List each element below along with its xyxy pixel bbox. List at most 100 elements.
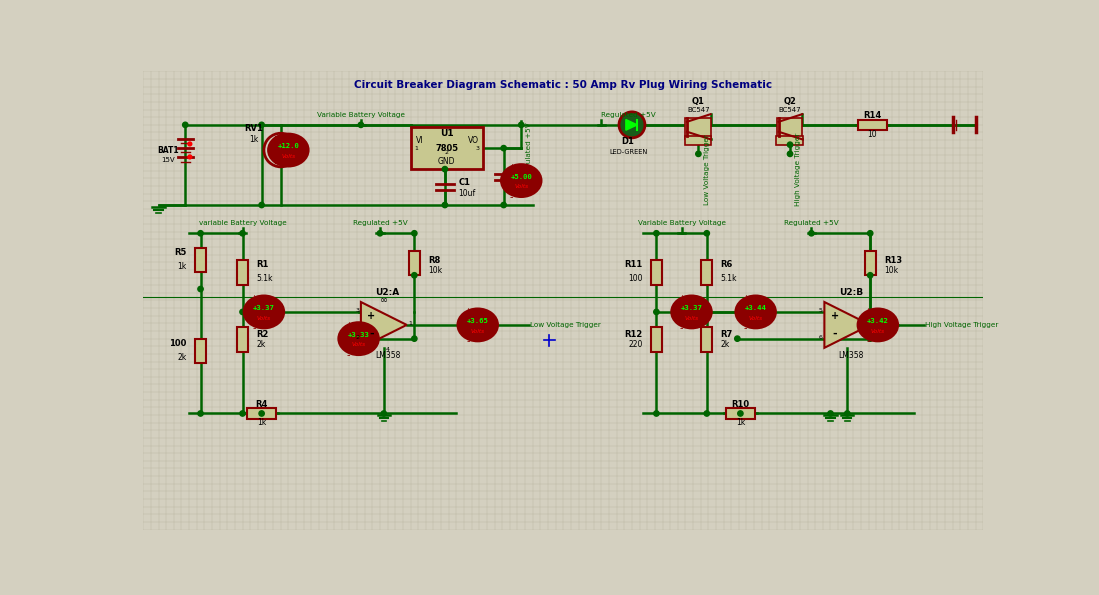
Circle shape <box>442 202 447 208</box>
Text: R2: R2 <box>256 330 268 339</box>
Circle shape <box>240 231 245 236</box>
Text: -: - <box>466 336 469 346</box>
Text: C2: C2 <box>518 168 530 177</box>
Circle shape <box>412 231 417 236</box>
Text: 1k: 1k <box>735 418 745 427</box>
Polygon shape <box>625 120 637 130</box>
Text: +: + <box>367 311 375 321</box>
Circle shape <box>501 202 507 208</box>
Text: 220: 220 <box>629 340 643 349</box>
Text: BC547: BC547 <box>779 107 801 112</box>
Circle shape <box>198 411 203 416</box>
Circle shape <box>787 151 792 156</box>
Circle shape <box>654 309 659 315</box>
Bar <box>865 251 876 275</box>
Circle shape <box>519 122 524 127</box>
Text: Q2: Q2 <box>784 98 797 107</box>
Circle shape <box>737 411 743 416</box>
Text: -: - <box>866 336 869 346</box>
Ellipse shape <box>458 309 498 341</box>
Text: R14: R14 <box>864 111 881 120</box>
Circle shape <box>867 231 873 236</box>
Bar <box>237 327 248 352</box>
Text: 4: 4 <box>386 347 390 352</box>
Text: LM358: LM358 <box>839 351 864 360</box>
Circle shape <box>809 231 814 236</box>
Text: 1k: 1k <box>178 262 187 271</box>
Circle shape <box>845 411 850 416</box>
Text: +12.0: +12.0 <box>277 143 299 149</box>
Circle shape <box>356 336 362 342</box>
Circle shape <box>259 122 264 127</box>
Circle shape <box>619 112 645 138</box>
Text: ∞: ∞ <box>380 296 388 305</box>
Circle shape <box>240 411 245 416</box>
Text: Regulated +5V: Regulated +5V <box>601 112 656 118</box>
Text: R4: R4 <box>255 400 268 409</box>
Text: 7: 7 <box>872 321 876 326</box>
Bar <box>651 327 662 352</box>
Text: R7: R7 <box>721 330 733 339</box>
Text: Volts: Volts <box>870 328 885 334</box>
Text: +: + <box>742 295 750 303</box>
Text: 10k: 10k <box>884 266 898 275</box>
Text: +3.37: +3.37 <box>680 305 702 311</box>
Text: 15V: 15V <box>162 157 175 163</box>
Text: Variable Battery Voltage: Variable Battery Voltage <box>637 220 725 227</box>
Text: R1: R1 <box>256 261 268 270</box>
Text: Low Voltage Trigger: Low Voltage Trigger <box>703 134 710 205</box>
Text: 1k: 1k <box>257 418 266 427</box>
Circle shape <box>188 155 191 159</box>
Circle shape <box>240 309 245 315</box>
Text: -: - <box>369 328 374 339</box>
Ellipse shape <box>268 134 308 166</box>
Text: GND: GND <box>439 157 456 166</box>
Bar <box>411 127 484 169</box>
Polygon shape <box>824 302 870 348</box>
Circle shape <box>381 411 387 416</box>
Text: 1: 1 <box>408 321 412 326</box>
Text: Regulated +5V: Regulated +5V <box>784 220 839 227</box>
Text: variable Battery Voltage: variable Battery Voltage <box>199 220 287 227</box>
Text: R8: R8 <box>429 256 441 265</box>
Text: 100: 100 <box>169 339 187 348</box>
Text: 2: 2 <box>355 334 359 340</box>
Text: +: + <box>831 311 839 321</box>
Text: R5: R5 <box>175 248 187 257</box>
Text: LM358: LM358 <box>375 351 400 360</box>
Text: -: - <box>680 323 684 333</box>
Text: +: + <box>465 308 471 317</box>
Ellipse shape <box>736 296 776 328</box>
Text: -: - <box>253 323 256 333</box>
Text: +: + <box>275 133 281 142</box>
Circle shape <box>377 231 382 236</box>
Text: Variable Battery Voltage: Variable Battery Voltage <box>317 112 404 118</box>
Text: 7805: 7805 <box>435 143 458 153</box>
Circle shape <box>867 273 873 278</box>
Circle shape <box>259 411 264 416</box>
Text: +3.65: +3.65 <box>467 318 489 324</box>
Text: U2:A: U2:A <box>376 289 400 298</box>
Text: 2k: 2k <box>178 353 187 362</box>
Circle shape <box>787 142 792 148</box>
Bar <box>701 327 712 352</box>
Bar <box>725 408 755 419</box>
Bar <box>777 118 802 139</box>
Text: -: - <box>744 323 747 333</box>
Text: U1: U1 <box>440 129 454 138</box>
Text: -: - <box>832 328 837 339</box>
Circle shape <box>867 336 873 342</box>
Text: R12: R12 <box>624 330 643 339</box>
Text: +3.37: +3.37 <box>253 305 275 311</box>
Bar <box>276 137 286 163</box>
Text: BC547: BC547 <box>687 107 710 112</box>
Circle shape <box>704 309 710 315</box>
Circle shape <box>501 145 507 151</box>
Circle shape <box>188 142 191 146</box>
Text: Volts: Volts <box>514 184 529 189</box>
Circle shape <box>198 286 203 292</box>
Text: D1: D1 <box>622 137 634 146</box>
Ellipse shape <box>244 296 284 328</box>
Circle shape <box>704 231 710 236</box>
Circle shape <box>654 231 659 236</box>
